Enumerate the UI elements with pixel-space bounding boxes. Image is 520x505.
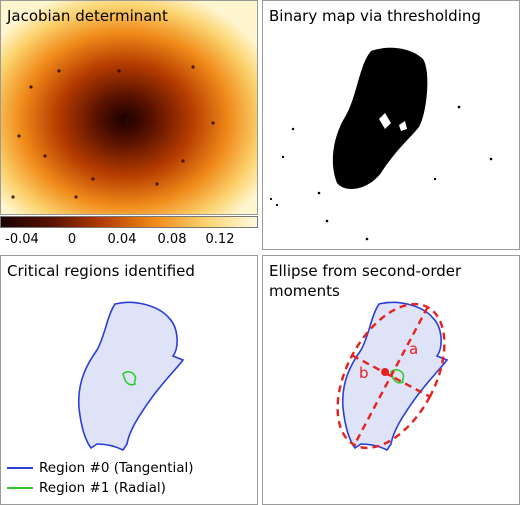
legend-label: Region #1 (Radial) xyxy=(39,480,166,496)
label-a: a xyxy=(409,340,418,358)
colorbar-tick: 0.12 xyxy=(205,232,235,247)
legend-item: Region #1 (Radial) xyxy=(7,478,194,498)
region-0-tangential xyxy=(77,301,185,452)
ellipse-panel: a b Ellipse from second-order moments xyxy=(262,255,520,505)
jacobian-heatmap xyxy=(1,1,257,214)
label-b: b xyxy=(359,364,369,382)
ellipse-plot: a b xyxy=(336,301,449,452)
legend-line-blue xyxy=(7,467,33,469)
colorbar-tick: 0.08 xyxy=(157,232,187,247)
region-1-radial xyxy=(122,371,137,386)
colorbar xyxy=(0,216,258,228)
ellipse-center xyxy=(381,368,389,376)
panel-title: Jacobian determinant xyxy=(7,7,168,25)
legend-line-green xyxy=(7,487,33,489)
panel-title: Critical regions identified xyxy=(7,262,195,280)
colorbar-tick: -0.04 xyxy=(5,232,39,247)
colorbar-tick: 0.04 xyxy=(107,232,137,247)
critical-panel: Critical regions identified Region #0 (T… xyxy=(0,255,258,505)
binary-panel: Binary map via thresholding xyxy=(262,0,520,250)
major-axis xyxy=(353,306,429,446)
critical-regions-plot xyxy=(77,301,185,452)
panel-title: Binary map via thresholding xyxy=(269,7,481,25)
binary-map xyxy=(269,47,493,241)
colorbar-tick: 0 xyxy=(67,232,77,247)
legend-label: Region #0 (Tangential) xyxy=(39,460,194,476)
legend: Region #0 (Tangential) Region #1 (Radial… xyxy=(7,458,194,498)
panel-title: Ellipse from second-order moments xyxy=(269,262,462,300)
jacobian-panel: Jacobian determinant xyxy=(0,0,258,215)
legend-item: Region #0 (Tangential) xyxy=(7,458,194,478)
minor-axis xyxy=(351,354,431,398)
